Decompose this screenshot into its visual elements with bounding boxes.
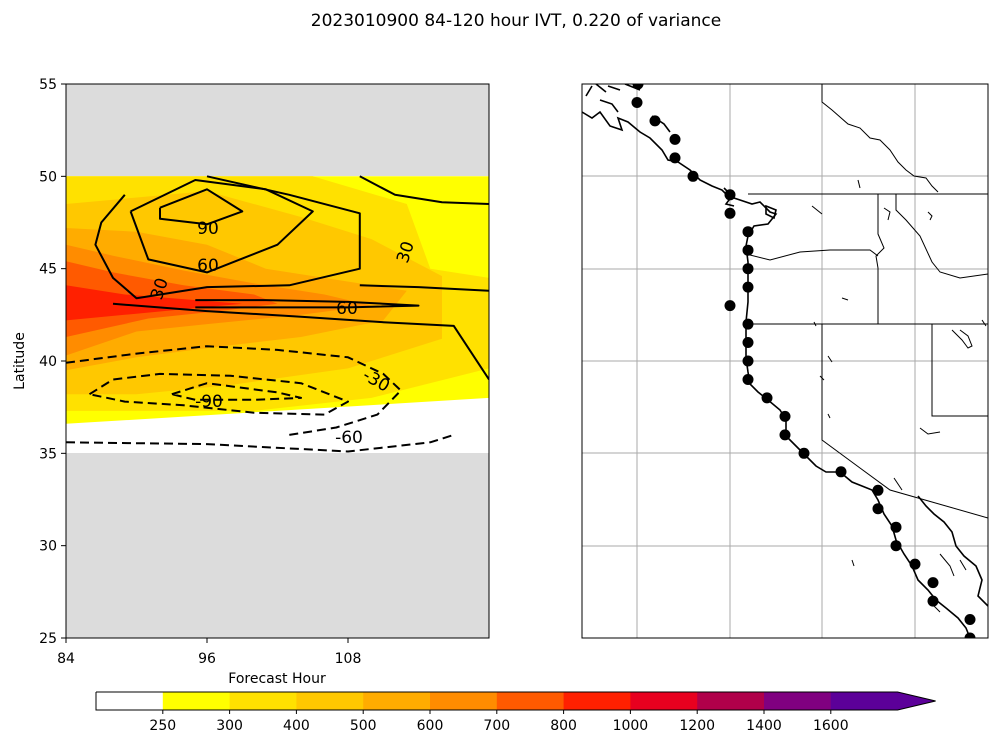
colorbar-segment	[296, 692, 364, 710]
x-tick-label: 108	[335, 651, 362, 667]
station-marker	[872, 503, 884, 515]
colorbar-segment	[162, 692, 231, 710]
contour-line-neg60	[88, 372, 349, 416]
station-marker	[742, 281, 754, 293]
station-marker	[779, 429, 791, 441]
station-marker	[742, 226, 754, 238]
colorbar-segment	[697, 692, 765, 710]
station-marker	[649, 115, 661, 127]
y-tick-label: 50	[39, 169, 57, 185]
colorbar-tick-label: 1600	[813, 718, 849, 734]
station-marker	[631, 97, 643, 108]
colorbar-segment	[96, 692, 164, 710]
colorbar-tick-label: 600	[417, 718, 444, 734]
station-marker	[742, 244, 754, 256]
colorbar-tick-label: 1000	[613, 718, 649, 734]
map-panel	[581, 83, 989, 639]
y-tick-label: 25	[39, 631, 57, 647]
colorbar-tick-label: 800	[550, 718, 577, 734]
contour-label: 60	[336, 299, 358, 319]
axis-ticks: 84 96 108 25 30 35 40 45 50 55	[39, 77, 361, 667]
contour-line-30	[359, 175, 489, 205]
contour-line-30	[112, 302, 489, 381]
colorbar-tick-label: 500	[350, 718, 377, 734]
colorbar-segment	[229, 692, 297, 710]
y-tick-label: 45	[39, 262, 57, 278]
station-marker	[927, 577, 939, 589]
contour-label: -90	[195, 392, 223, 412]
station-marker	[927, 595, 939, 607]
colorbar-segment	[630, 692, 698, 710]
y-axis-label: Latitude	[12, 332, 28, 390]
filled-region-800	[66, 285, 243, 321]
station-marker	[964, 614, 976, 625]
station-marker	[779, 410, 791, 422]
colorbar-segment	[830, 692, 899, 710]
station-marker	[798, 447, 810, 459]
station-marker	[890, 540, 902, 552]
colorbar-segment	[764, 692, 832, 710]
station-marker	[632, 84, 644, 90]
contour-lines	[66, 175, 489, 453]
contour-line-90	[159, 188, 244, 226]
contour-line-60	[195, 299, 420, 309]
station-marker	[835, 466, 847, 478]
colorbar-segment	[496, 692, 565, 710]
map-gridlines	[582, 84, 988, 638]
station-marker	[761, 392, 773, 404]
colorbar-outline	[95, 691, 936, 711]
colorbar-segment	[563, 692, 631, 710]
station-marker	[724, 207, 736, 219]
colorbar-extend-arrow	[897, 692, 936, 710]
colorbar-segment	[430, 692, 498, 710]
station-marker	[909, 558, 921, 570]
station-marker	[724, 189, 736, 201]
station-marker	[669, 133, 681, 145]
y-tick-label: 35	[39, 446, 57, 462]
colorbar-tick-label: 300	[216, 718, 243, 734]
y-tick-label: 40	[39, 354, 57, 370]
y-tick-label: 30	[39, 539, 57, 555]
masked-region-south	[66, 453, 489, 638]
colorbar: 250 300 400 500 600 700 800 1000 1200 1400 1600	[95, 691, 936, 734]
colorbar-tick-label: 1200	[679, 718, 715, 734]
x-tick-label: 96	[198, 651, 216, 667]
figure-title: 2023010900 84-120 hour IVT, 0.220 of var…	[311, 11, 721, 31]
contour-line-30	[94, 175, 361, 300]
contour-label: 90	[197, 219, 219, 239]
x-axis-label: Forecast Hour	[228, 671, 326, 687]
contour-line-neg90	[171, 382, 302, 401]
station-marker	[964, 632, 976, 638]
masked-region-north	[66, 84, 489, 176]
station-marker	[742, 337, 754, 348]
colorbar-segment	[363, 692, 431, 710]
contour-label: -60	[335, 428, 363, 448]
station-marker	[872, 484, 884, 496]
station-marker	[890, 521, 902, 533]
station-marker	[742, 263, 754, 275]
contour-label: 60	[197, 256, 219, 276]
y-tick-label: 55	[39, 77, 57, 93]
contour-line-60	[129, 179, 314, 274]
contour-line-30	[359, 284, 489, 292]
station-marker	[742, 355, 754, 367]
contour-line-neg30	[66, 345, 402, 436]
station-markers	[631, 84, 976, 638]
x-tick-label: 84	[57, 651, 75, 667]
contour-panel: 90 60 30 30 60 -30 -90 -60 84 96 108253035…	[12, 77, 490, 687]
colorbar-tick-label: 1400	[746, 718, 782, 734]
contour-line-neg30	[66, 433, 455, 453]
station-marker	[669, 152, 681, 164]
station-marker	[687, 170, 699, 182]
station-marker	[724, 300, 736, 312]
station-marker	[742, 374, 754, 385]
colorbar-tick-label: 250	[149, 718, 176, 734]
station-marker	[742, 318, 754, 330]
colorbar-tick-label: 700	[483, 718, 510, 734]
map-frame	[581, 83, 989, 639]
colorbar-tick-label: 400	[283, 718, 310, 734]
